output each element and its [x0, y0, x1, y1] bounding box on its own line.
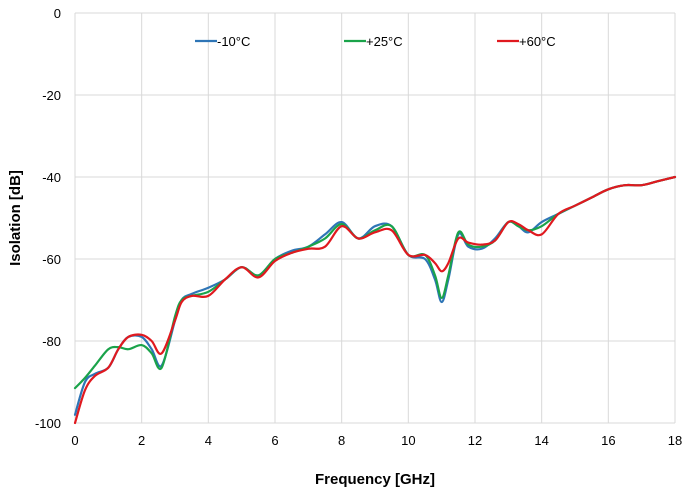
legend-label: -10°C	[217, 34, 250, 49]
legend-label: +25°C	[366, 34, 403, 49]
x-axis-title: Frequency [GHz]	[315, 471, 435, 487]
x-tick-label: 6	[271, 433, 278, 448]
x-tick-label: 14	[534, 433, 548, 448]
y-axis-title: Isolation [dB]	[7, 170, 24, 266]
x-tick-label: 18	[668, 433, 682, 448]
y-tick-label: -60	[42, 252, 61, 267]
y-tick-label: -80	[42, 334, 61, 349]
series-lines	[73, 175, 677, 425]
tick-labels: 0 -20 -40 -60 -80 -100 0 2 4 6 8 10 12 14 16 18	[35, 6, 682, 448]
series-line-0	[73, 175, 677, 416]
grid-lines	[74, 12, 676, 424]
x-tick-label: 2	[138, 433, 145, 448]
series-line-1	[73, 175, 677, 390]
x-tick-label: 4	[205, 433, 212, 448]
series-line-2	[73, 175, 677, 425]
y-tick-label: -20	[42, 88, 61, 103]
y-tick-label: -40	[42, 170, 61, 185]
y-tick-label: 0	[54, 6, 61, 21]
x-tick-label: 16	[601, 433, 615, 448]
x-tick-label: 8	[338, 433, 345, 448]
legend-label: +60°C	[519, 34, 556, 49]
x-tick-label: 10	[401, 433, 415, 448]
x-tick-label: 0	[71, 433, 78, 448]
x-tick-label: 12	[468, 433, 482, 448]
y-tick-label: -100	[35, 416, 61, 431]
legend: -10°C +25°C +60°C	[195, 34, 556, 49]
